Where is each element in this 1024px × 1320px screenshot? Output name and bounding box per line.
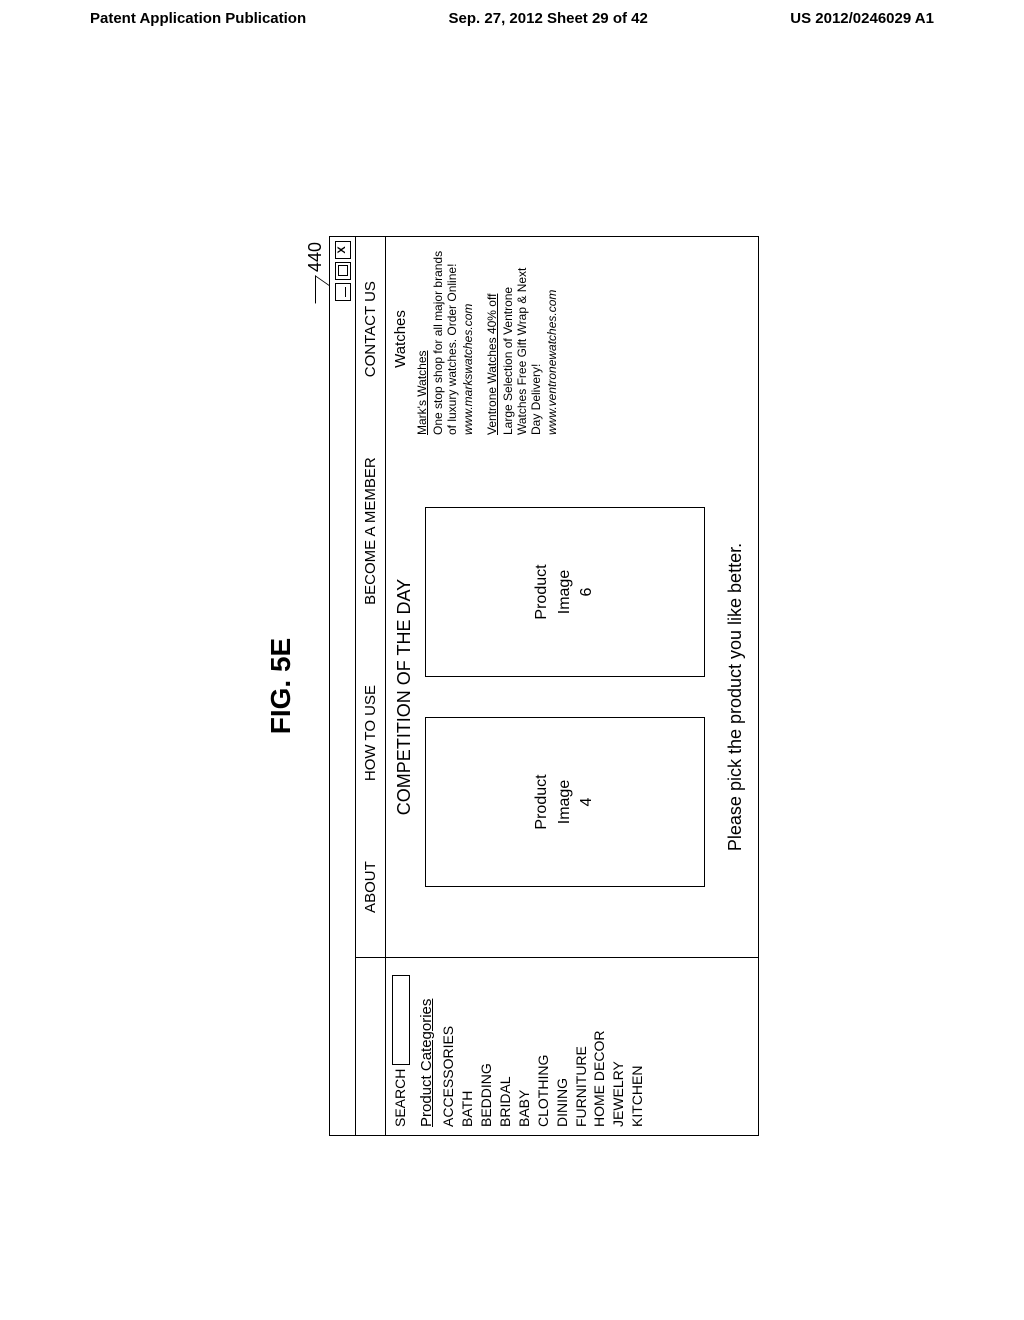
ad-2-title[interactable]: Ventrone Watches 40% off [485, 243, 499, 435]
sidebar-item-clothing[interactable]: CLOTHING [534, 966, 553, 1127]
nav-how-to-use[interactable]: HOW TO USE [362, 685, 379, 781]
product-label-2b: Image [556, 570, 573, 614]
instruction-text: Please pick the product you like better. [725, 543, 746, 851]
product-image-6[interactable]: Product Image 6 [425, 507, 705, 677]
ad-block-2: Ventrone Watches 40% off Large Selection… [485, 243, 559, 435]
search-input[interactable] [392, 975, 410, 1065]
ad-block-1: Mark's Watches One stop shop for all maj… [415, 243, 475, 435]
sidebar-item-home-decor[interactable]: HOME DECOR [590, 966, 609, 1127]
product-label-2a: Product [533, 565, 550, 620]
sidebar-item-accessories[interactable]: ACCESSORIES [439, 966, 458, 1127]
sidebar: SEARCH Product Categories ACCESSORIES BA… [386, 957, 758, 1135]
minimize-button[interactable] [335, 283, 351, 301]
competition-title: COMPETITION OF THE DAY [394, 579, 415, 815]
header-right: US 2012/0246029 A1 [790, 10, 934, 27]
ad-2-desc: Large Selection of Ventrone Watches Free… [501, 243, 543, 435]
categories-list: ACCESSORIES BATH BEDDING BRIDAL BABY CLO… [439, 966, 647, 1127]
product-label-1b: Image [556, 780, 573, 824]
titlebar: X [330, 237, 356, 1135]
sidebar-item-bedding[interactable]: BEDDING [477, 966, 496, 1127]
ad-1-title[interactable]: Mark's Watches [415, 243, 429, 435]
search-label: SEARCH [392, 1069, 408, 1127]
page-header: Patent Application Publication Sep. 27, … [0, 0, 1024, 33]
ad-1-url[interactable]: www.markswatches.com [461, 243, 475, 435]
product-label-1a: Product [533, 775, 550, 830]
sidebar-item-baby[interactable]: BABY [515, 966, 534, 1127]
sidebar-item-dining[interactable]: DINING [553, 966, 572, 1127]
nav-contact-us[interactable]: CONTACT US [362, 281, 379, 377]
header-center: Sep. 27, 2012 Sheet 29 of 42 [449, 10, 648, 27]
nav-about[interactable]: ABOUT [362, 862, 379, 914]
sidebar-item-jewelry[interactable]: JEWELRY [609, 966, 628, 1127]
nav-become-member[interactable]: BECOME A MEMBER [362, 458, 379, 606]
navbar: ABOUT HOW TO USE BECOME A MEMBER CONTACT… [356, 237, 386, 1135]
product-image-4[interactable]: Product Image 4 [425, 717, 705, 887]
reference-number: 440 [305, 242, 326, 272]
product-label-1c: 4 [578, 798, 595, 807]
content: SEARCH Product Categories ACCESSORIES BA… [386, 237, 758, 1135]
header-left: Patent Application Publication [90, 10, 306, 27]
categories-title: Product Categories [418, 966, 435, 1127]
app-window: X ABOUT HOW TO USE BECOME A MEMBER CONTA… [329, 236, 759, 1136]
search-row: SEARCH [392, 966, 410, 1127]
ad-2-url[interactable]: www.ventronewatches.com [545, 243, 559, 435]
sidebar-item-kitchen[interactable]: KITCHEN [628, 966, 647, 1127]
ad-1-desc: One stop shop for all major brands of lu… [431, 243, 459, 435]
sidebar-item-bath[interactable]: BATH [458, 966, 477, 1127]
navbar-links: ABOUT HOW TO USE BECOME A MEMBER CONTACT… [356, 237, 385, 957]
reference-arrow-icon [315, 275, 329, 313]
ads-heading: Watches [392, 243, 409, 435]
reference-row: 440 [305, 236, 329, 1136]
figure-label: FIG. 5E [265, 236, 297, 1136]
products-row: Product Image 4 Product Image 6 [425, 507, 705, 887]
sidebar-item-bridal[interactable]: BRIDAL [496, 966, 515, 1127]
maximize-button[interactable] [335, 262, 351, 280]
main-area: COMPETITION OF THE DAY Product Image 4 P… [386, 237, 758, 957]
navbar-spacer [356, 957, 385, 1135]
figure-wrap: FIG. 5E 440 X ABOUT HOW TO USE BECOME A … [265, 236, 759, 1136]
close-button[interactable]: X [335, 241, 351, 259]
ads-column: Watches Mark's Watches One stop shop for… [392, 243, 746, 443]
center-column: COMPETITION OF THE DAY Product Image 4 P… [392, 443, 746, 951]
product-label-2c: 6 [578, 588, 595, 597]
sidebar-item-furniture[interactable]: FURNITURE [572, 966, 591, 1127]
